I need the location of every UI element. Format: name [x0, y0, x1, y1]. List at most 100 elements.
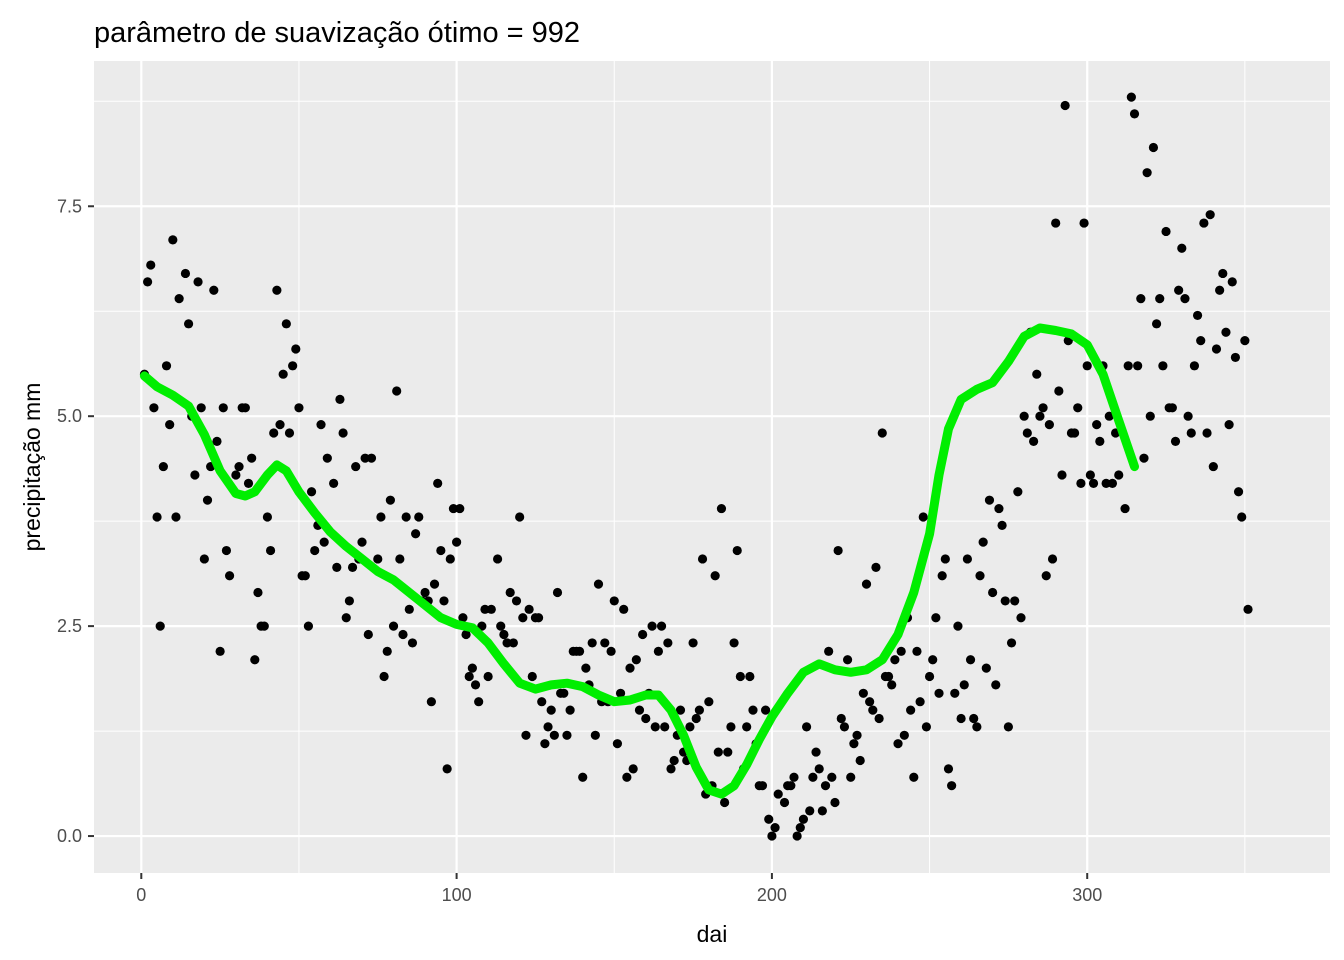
- data-point: [168, 235, 178, 245]
- data-point: [1180, 294, 1190, 304]
- data-point: [231, 470, 241, 480]
- x-tick-label: 0: [136, 885, 146, 905]
- data-point: [439, 596, 449, 606]
- data-point: [146, 260, 156, 270]
- data-point: [411, 529, 421, 539]
- data-point: [291, 344, 301, 354]
- data-point: [511, 596, 522, 606]
- data-point: [997, 520, 1007, 530]
- data-point: [398, 629, 408, 640]
- data-point: [981, 663, 991, 673]
- data-point: [934, 688, 944, 698]
- data-point: [1016, 613, 1026, 623]
- data-point: [893, 739, 903, 749]
- data-point: [212, 436, 222, 446]
- data-point: [240, 403, 250, 413]
- data-point: [1044, 419, 1054, 430]
- data-point: [533, 613, 544, 623]
- data-point: [940, 554, 950, 564]
- data-point: [988, 587, 998, 598]
- y-tick-label: 7.5: [57, 196, 82, 216]
- data-point: [537, 697, 547, 707]
- data-point: [1057, 470, 1067, 480]
- data-point: [546, 705, 556, 715]
- data-point: [1088, 478, 1099, 488]
- data-point: [704, 697, 714, 707]
- data-point: [1006, 638, 1017, 648]
- data-point: [1199, 218, 1209, 228]
- data-point: [795, 823, 805, 833]
- data-point: [836, 713, 846, 724]
- data-point: [656, 621, 667, 631]
- data-point: [1186, 428, 1196, 438]
- data-point: [827, 772, 837, 782]
- data-point: [877, 428, 887, 438]
- data-point: [745, 671, 755, 682]
- data-point: [395, 554, 405, 564]
- data-point: [149, 403, 159, 413]
- data-point: [899, 730, 909, 740]
- data-point: [924, 671, 935, 682]
- y-tick-label: 5.0: [57, 406, 82, 426]
- data-point: [272, 285, 282, 295]
- data-point: [445, 554, 455, 564]
- data-point: [190, 470, 200, 480]
- data-point: [883, 671, 894, 682]
- y-tick-label: 0.0: [57, 826, 82, 846]
- data-point: [474, 697, 484, 707]
- data-point: [647, 621, 657, 631]
- data-point: [196, 403, 206, 413]
- data-point: [1076, 478, 1086, 488]
- data-point: [906, 705, 916, 715]
- data-point: [492, 554, 503, 564]
- data-point: [625, 663, 635, 673]
- data-point: [606, 646, 616, 656]
- data-point: [726, 722, 736, 732]
- data-point: [278, 369, 288, 379]
- data-point: [590, 730, 600, 740]
- data-point: [874, 713, 884, 724]
- data-point: [234, 461, 244, 472]
- data-point: [975, 571, 985, 581]
- data-point: [300, 571, 310, 581]
- data-point: [480, 604, 490, 614]
- data-point: [896, 646, 906, 656]
- data-point: [918, 512, 928, 522]
- data-point: [464, 671, 474, 682]
- data-point: [265, 545, 276, 556]
- data-point: [376, 512, 386, 522]
- data-point: [685, 722, 695, 732]
- data-point: [218, 403, 228, 413]
- data-point: [735, 671, 745, 682]
- data-point: [161, 361, 172, 371]
- data-point: [669, 755, 679, 766]
- data-point: [1170, 436, 1181, 446]
- y-axis: 0.0 2.5 5.0 7.5: [57, 196, 94, 846]
- data-point: [962, 554, 972, 564]
- data-point: [943, 764, 954, 774]
- x-axis: 0 100 200 300: [136, 873, 1102, 905]
- data-point: [559, 688, 569, 698]
- data-point: [609, 596, 619, 606]
- data-point: [748, 705, 758, 715]
- data-point: [798, 814, 809, 824]
- data-point: [574, 646, 585, 656]
- data-point: [786, 781, 796, 791]
- data-point: [518, 613, 528, 623]
- data-point: [1174, 285, 1184, 295]
- data-point: [288, 361, 298, 371]
- data-point: [653, 646, 663, 656]
- data-point: [1060, 100, 1070, 111]
- data-point: [420, 587, 430, 598]
- data-point: [887, 680, 897, 690]
- data-point: [152, 512, 162, 522]
- data-point: [1120, 503, 1130, 514]
- data-point: [1161, 226, 1171, 237]
- data-point: [801, 722, 812, 732]
- data-point: [540, 739, 550, 749]
- data-point: [593, 579, 604, 589]
- data-point: [1022, 428, 1032, 438]
- data-point: [909, 772, 919, 782]
- data-point: [622, 772, 632, 782]
